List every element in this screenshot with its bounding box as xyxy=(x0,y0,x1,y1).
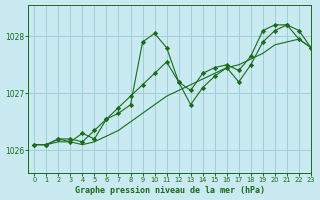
X-axis label: Graphe pression niveau de la mer (hPa): Graphe pression niveau de la mer (hPa) xyxy=(75,186,265,195)
